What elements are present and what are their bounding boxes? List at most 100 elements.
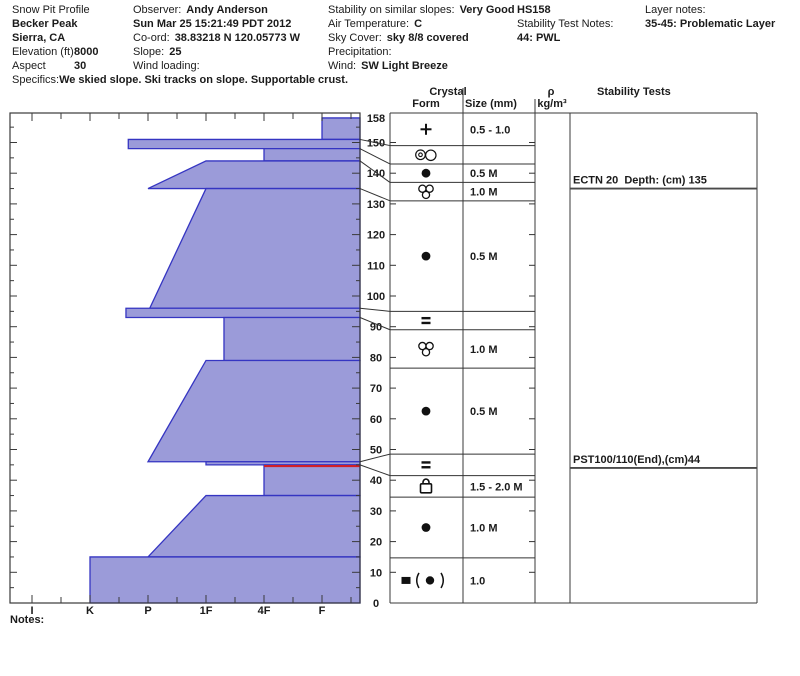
test-notes-value: 44: PWL [517, 32, 561, 44]
aspect-row: Aspect 30 [12, 60, 86, 72]
chart-label: 10 [370, 567, 382, 579]
chart-label: 1.0 M [470, 344, 498, 356]
chart-label: 70 [370, 383, 382, 395]
chart-label: 1.5 - 2.0 M [470, 481, 523, 493]
chart-label: 4F [258, 605, 271, 617]
dot-icon [421, 523, 431, 532]
slope-row: Slope: 25 [133, 46, 181, 58]
plot-border [9, 112, 361, 604]
report-title: Snow Pit Profile [12, 4, 90, 16]
snow-layer [127, 138, 361, 150]
stability-row: Stability on similar slopes: Very Good [328, 4, 515, 16]
depth-ticks [10, 126, 360, 589]
snow-height: HS158 [517, 4, 551, 16]
snow-layer [125, 307, 361, 319]
dot-icon [421, 406, 431, 416]
slope-label: Slope: [133, 46, 165, 58]
snow-layer [321, 117, 361, 141]
snow-layer [263, 147, 361, 162]
snow-layer [263, 464, 361, 497]
chart-label: 110 [367, 260, 385, 272]
chart-label: 150 [367, 138, 385, 150]
form-header: Form [412, 98, 440, 110]
chart-label: 30 [370, 506, 382, 518]
column-grid [389, 88, 758, 604]
chart-label: ECTN 20 Depth: (cm) 135 [573, 175, 707, 187]
squaredot-icon [401, 572, 444, 589]
wind-label: Wind: [328, 60, 357, 72]
chart-label: PST100/110(End),(cm)44 [573, 454, 701, 466]
plus-icon [420, 123, 432, 135]
chart-label: I [30, 605, 33, 617]
coord-row: Co-ord: 38.83218 N 120.05773 W [133, 32, 300, 44]
lock-icon [419, 478, 433, 494]
bars2-icon [421, 461, 431, 469]
chart-label: 40 [370, 475, 382, 487]
chart-label: 130 [367, 199, 385, 211]
air-temp-row: Air Temperature: C [328, 18, 422, 30]
density-header: ρ [547, 86, 555, 98]
location-name: Becker Peak [12, 18, 78, 30]
chart-label: 20 [370, 537, 382, 549]
hardness-ticks [31, 113, 352, 603]
sky-label: Sky Cover: [328, 32, 382, 44]
dot-icon [421, 251, 431, 261]
wind-value: SW Light Breeze [361, 60, 448, 72]
wind-row: Wind: SW Light Breeze [328, 60, 448, 72]
snow-layer [148, 187, 361, 309]
snow-layer [146, 359, 361, 463]
sky-value: sky 8/8 covered [386, 32, 469, 44]
chart-label: F [319, 605, 326, 617]
stability-tests: ECTN 20 Depth: (cm) 135 PST100/110(End),(… [570, 175, 757, 469]
chart-label: P [144, 605, 151, 617]
datetime: Sun Mar 25 15:21:49 PDT 2012 [133, 18, 292, 30]
elevation-label: Elevation (ft) [12, 46, 74, 58]
coord-value: 38.83218 N 120.05773 W [174, 32, 301, 44]
cluster3-icon [418, 341, 434, 357]
layer-notes-label: Layer notes: [645, 4, 706, 16]
notes-label: Notes: [10, 614, 45, 626]
observer-row: Observer: Andy Anderson [133, 4, 268, 16]
cluster3-icon [418, 184, 434, 200]
specifics-row: Specifics:We skied slope. Ski tracks on … [12, 74, 348, 86]
size-header: Size (mm) [465, 98, 517, 110]
chart-label: 0.5 M [470, 406, 498, 418]
precip-label: Precipitation: [328, 46, 392, 58]
wind-loading-label: Wind loading: [133, 60, 200, 72]
snow-layer [223, 316, 361, 362]
snow-layer [147, 160, 361, 190]
region: Sierra, CA [12, 32, 66, 44]
chart-label: 80 [370, 352, 382, 364]
bars2-icon [421, 316, 431, 325]
snow-layers [89, 117, 361, 604]
crystal-header: Crystal [429, 86, 467, 98]
slope-value: 25 [169, 46, 182, 58]
chart-label: 60 [370, 414, 382, 426]
chart-label: 1F [200, 605, 213, 617]
observer-label: Observer: [133, 4, 182, 16]
elevation-value: 8000 [74, 46, 99, 58]
chart-label: 1.0 [470, 575, 485, 587]
chart-label: 1.0 M [470, 522, 498, 534]
chart-label: 100 [367, 291, 385, 303]
stability-tests-header: Stability Tests [597, 86, 671, 98]
aspect-value: 30 [74, 60, 87, 72]
air-temp-label: Air Temperature: [328, 18, 410, 30]
circles2-icon [415, 149, 437, 162]
dot-icon [421, 168, 431, 178]
test-notes-label: Stability Test Notes: [517, 18, 614, 30]
chart-label: 0.5 M [470, 168, 498, 180]
chart-label: 90 [370, 322, 382, 334]
chart-label: 0.5 - 1.0 [470, 124, 510, 136]
layer-notes-value: 35-45: Problematic Layer [645, 18, 776, 30]
stability-label: Stability on similar slopes: [328, 4, 455, 16]
chart-label: 0.5 M [470, 251, 498, 263]
snow-layer [146, 494, 361, 558]
elevation-row: Elevation (ft)8000 [12, 46, 98, 58]
layer-row-connectors [359, 138, 391, 477]
air-temp-value: C [414, 18, 423, 30]
coord-label: Co-ord: [133, 32, 170, 44]
